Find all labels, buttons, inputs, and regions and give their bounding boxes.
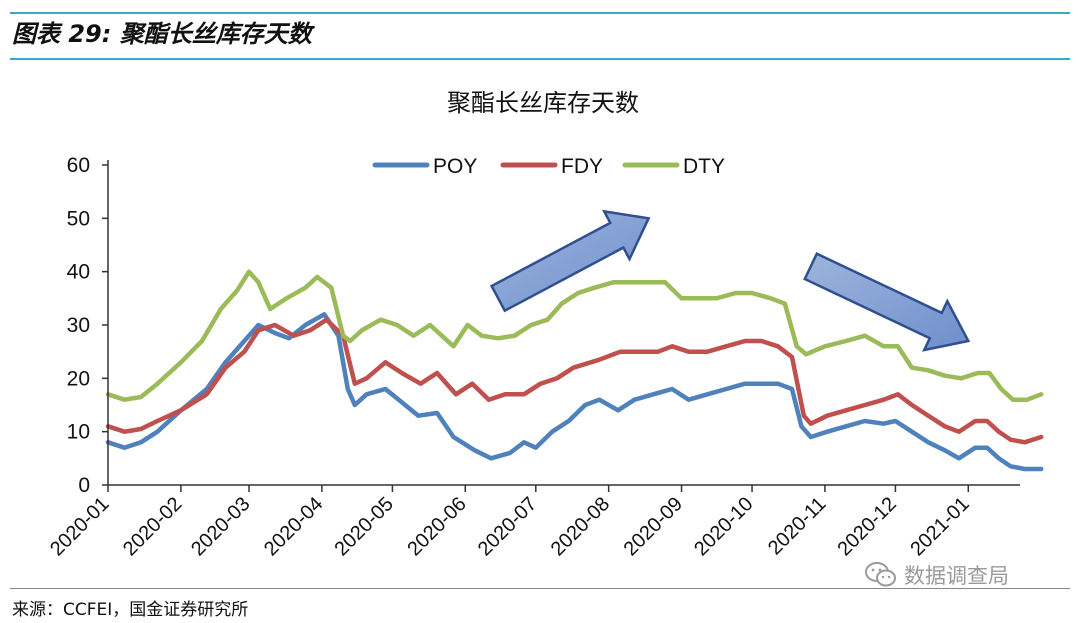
chart-title: 聚酯长丝库存天数 xyxy=(447,89,639,117)
y-tick-label: 10 xyxy=(67,421,90,444)
x-tick-label: 2020-09 xyxy=(620,493,687,560)
legend-label-fdy: FDY xyxy=(561,155,603,178)
series-line-poy xyxy=(105,312,1044,472)
series-lines xyxy=(105,269,1044,472)
watermark-text: 数据调查局 xyxy=(904,564,1009,588)
y-tick-label: 0 xyxy=(78,474,90,497)
x-tick-label: 2020-12 xyxy=(833,493,900,560)
top-rule xyxy=(10,12,1070,14)
x-tick-label: 2020-02 xyxy=(119,493,186,560)
x-tick-label: 2020-11 xyxy=(764,493,830,559)
legend-label-poy: POY xyxy=(433,155,477,178)
watermark: 数据调查局 xyxy=(864,560,1009,590)
figure-label: 图表 29: xyxy=(12,20,112,48)
x-tick-label: 2020-06 xyxy=(403,493,470,560)
x-tick-label: 2020-04 xyxy=(260,493,327,560)
figure-header: 图表 29: 聚酯长丝库存天数 xyxy=(12,14,312,49)
trend-arrow-up-right xyxy=(489,209,651,313)
y-tick-label: 50 xyxy=(67,207,90,230)
x-tick-label: 2020-08 xyxy=(547,493,614,560)
y-tick-label: 40 xyxy=(67,261,90,284)
source-note: 来源：CCFEI，国金证券研究所 xyxy=(12,600,249,620)
trend-arrow-down-right xyxy=(803,252,971,352)
figure-heading: 聚酯长丝库存天数 xyxy=(119,20,312,48)
x-tick-label: 2020-07 xyxy=(474,493,541,560)
wechat-icon xyxy=(865,562,896,587)
legend: POY FDY DTY xyxy=(372,155,725,178)
x-tick-label: 2020-01 xyxy=(46,493,113,560)
x-tick-label: 2021-01 xyxy=(906,493,973,560)
y-tick-label: 30 xyxy=(67,314,90,337)
series-line-dty xyxy=(105,269,1044,402)
y-tick-label: 60 xyxy=(67,154,90,177)
series-line-fdy xyxy=(105,317,1044,445)
y-tick-label: 20 xyxy=(67,367,90,390)
x-tick-label: 2020-05 xyxy=(330,493,397,560)
header-rule xyxy=(10,58,1070,60)
annotation-arrows xyxy=(489,209,971,352)
legend-label-dty: DTY xyxy=(683,155,725,178)
x-tick-label: 2020-03 xyxy=(187,493,254,560)
footer-rule xyxy=(10,588,1070,589)
x-tick-label: 2020-10 xyxy=(690,493,757,560)
